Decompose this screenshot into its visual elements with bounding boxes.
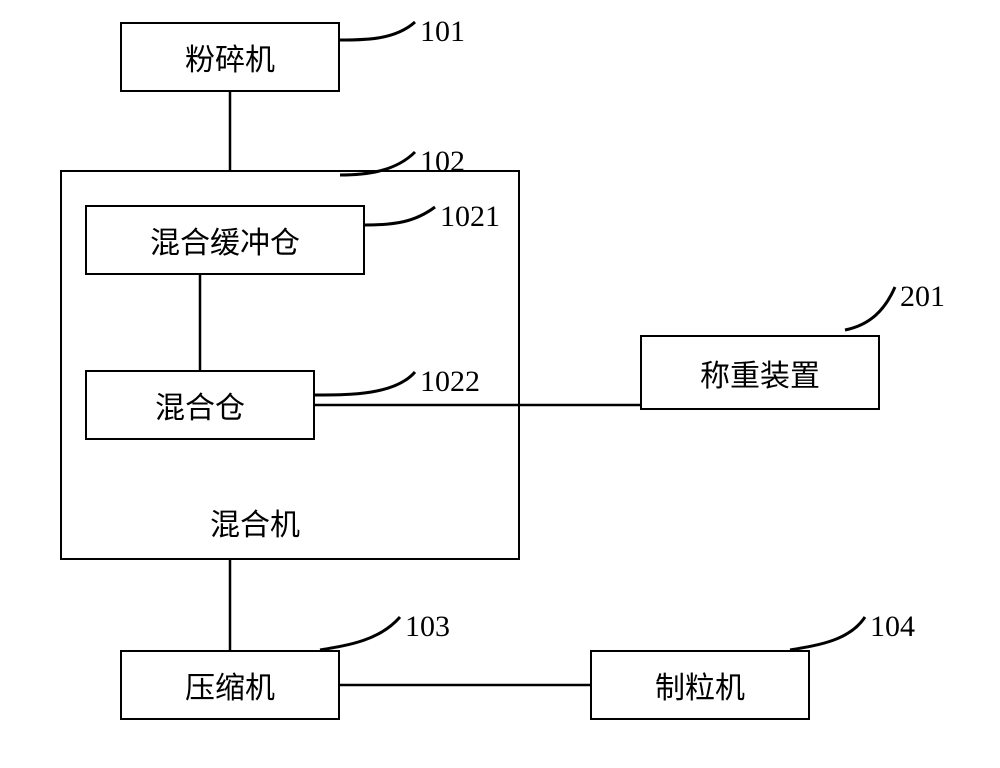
node-weigher: 称重装置 bbox=[640, 335, 880, 410]
node-mixing-bin: 混合仓 bbox=[85, 370, 315, 440]
node-granulator-label: 制粒机 bbox=[655, 663, 745, 707]
diagram-stage: 混合机 粉碎机 混合缓冲仓 混合仓 称重装置 压缩机 制粒机 101 102 1… bbox=[0, 0, 1000, 768]
ref-label-101: 101 bbox=[420, 15, 465, 49]
node-compressor-label: 压缩机 bbox=[185, 663, 275, 707]
node-buffer-bin-label: 混合缓冲仓 bbox=[150, 218, 300, 262]
node-compressor: 压缩机 bbox=[120, 650, 340, 720]
ref-label-201: 201 bbox=[900, 280, 945, 314]
leader-201 bbox=[845, 287, 895, 330]
ref-label-1022: 1022 bbox=[420, 365, 480, 399]
leader-104 bbox=[790, 617, 865, 650]
ref-label-102: 102 bbox=[420, 145, 465, 179]
ref-label-104: 104 bbox=[870, 610, 915, 644]
leader-103 bbox=[320, 617, 400, 650]
ref-label-1021: 1021 bbox=[440, 200, 500, 234]
node-crusher: 粉碎机 bbox=[120, 22, 340, 92]
node-crusher-label: 粉碎机 bbox=[185, 35, 275, 79]
node-granulator: 制粒机 bbox=[590, 650, 810, 720]
node-mixer-label: 混合机 bbox=[210, 500, 300, 544]
node-weigher-label: 称重装置 bbox=[700, 351, 820, 395]
leader-101 bbox=[340, 22, 415, 40]
node-buffer-bin: 混合缓冲仓 bbox=[85, 205, 365, 275]
ref-label-103: 103 bbox=[405, 610, 450, 644]
node-mixing-bin-label: 混合仓 bbox=[155, 383, 245, 427]
